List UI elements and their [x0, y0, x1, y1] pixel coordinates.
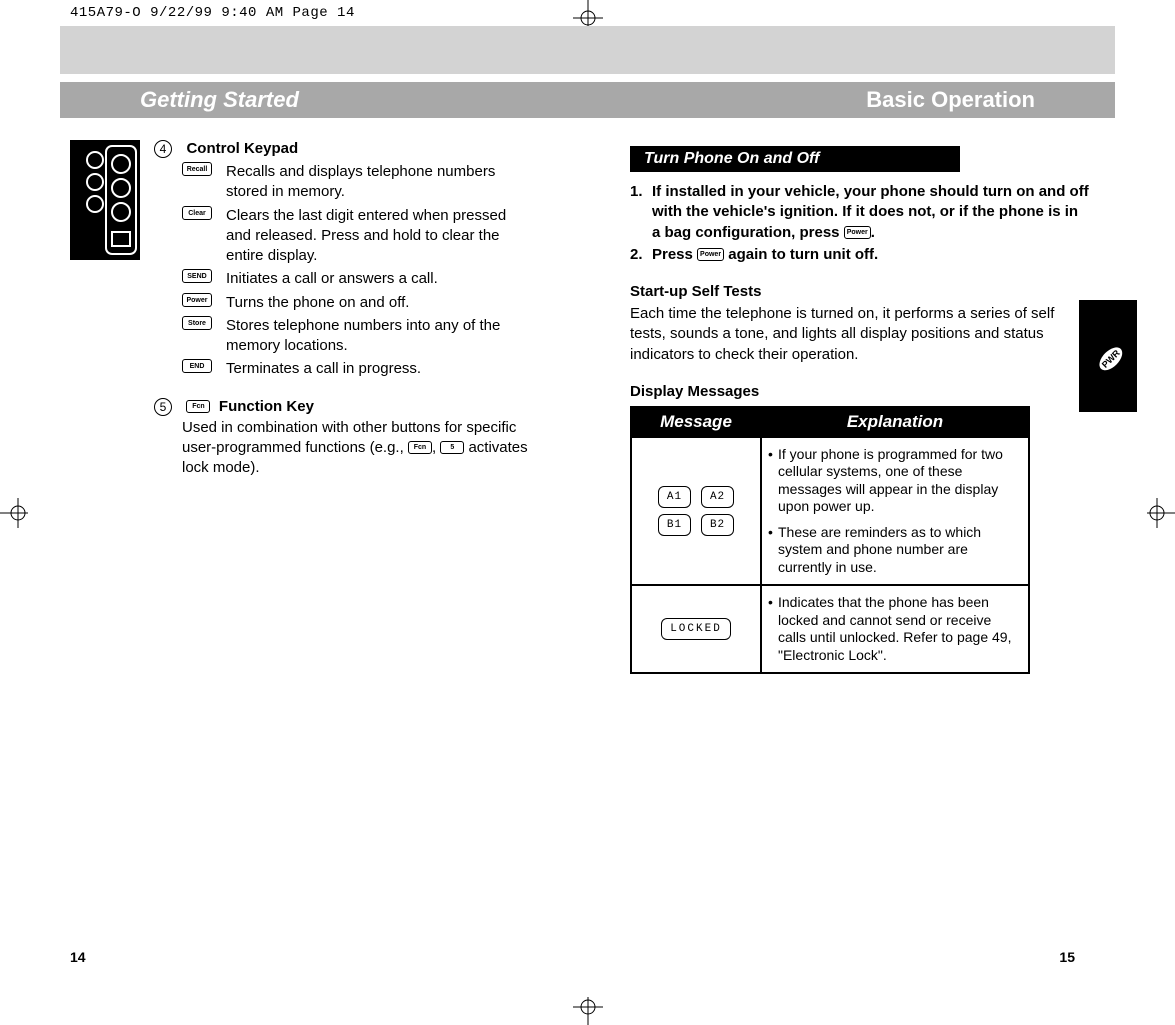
- section-4-number: 4: [154, 140, 172, 158]
- power-key-inline-1: Power: [844, 226, 871, 239]
- lcd-a1: A1: [658, 486, 691, 508]
- fcn-key-icon: Fcn: [186, 400, 210, 413]
- recall-key-icon: Recall: [182, 162, 212, 176]
- end-key-icon: END: [182, 359, 212, 373]
- exp-cell-systems: If your phone is programmed for two cell…: [761, 437, 1029, 586]
- left-page-number: 14: [70, 949, 86, 965]
- list-2-text-a: Press: [652, 246, 697, 263]
- power-key-icon: Power: [182, 293, 212, 307]
- lcd-b2: B2: [701, 514, 734, 536]
- section-5-body: Used in combination with other buttons f…: [182, 418, 535, 479]
- list-2-text-b: again to turn unit off.: [728, 246, 878, 263]
- send-key-icon: SEND: [182, 269, 212, 283]
- exp-cell-locked: Indicates that the phone has been locked…: [761, 585, 1029, 673]
- side-tab-pwr: PWR: [1079, 300, 1137, 412]
- display-messages-heading: Display Messages: [630, 383, 1095, 400]
- register-mark-bottom: [573, 997, 603, 1025]
- recall-key-desc: Recalls and displays telephone numbers s…: [226, 162, 535, 203]
- table-header-message: Message: [631, 407, 761, 437]
- right-page: Turn Phone On and Off 1. If installed in…: [590, 130, 1115, 965]
- list-item-1: 1. If installed in your vehicle, your ph…: [630, 182, 1090, 243]
- top-gray-banner: [60, 26, 1115, 74]
- keypad-illustration: [70, 140, 140, 260]
- left-header-title: Getting Started: [140, 87, 299, 113]
- end-key-desc: Terminates a call in progress.: [226, 359, 535, 379]
- section-5-number: 5: [154, 398, 172, 416]
- table-row: A1 A2 B1 B2 If your phone is programmed …: [631, 437, 1029, 586]
- exp-bullet: Indicates that the phone has been locked…: [768, 594, 1022, 664]
- register-mark-left: [0, 498, 28, 528]
- section-4: 4 Control Keypad Recall Recalls and disp…: [154, 140, 535, 380]
- lcd-b1: B1: [658, 514, 691, 536]
- page-spread: 4 Control Keypad Recall Recalls and disp…: [60, 130, 1115, 965]
- section-bar-turn-phone: Turn Phone On and Off: [630, 146, 960, 172]
- send-key-desc: Initiates a call or answers a call.: [226, 269, 535, 289]
- key-row-store: Store Stores telephone numbers into any …: [182, 316, 535, 357]
- list-1-text-b: .: [871, 224, 875, 241]
- key-row-clear: Clear Clears the last digit entered when…: [182, 206, 535, 267]
- right-page-number: 15: [1059, 949, 1075, 965]
- register-mark-right: [1147, 498, 1175, 528]
- list-num-2: 2.: [630, 245, 652, 265]
- power-key-desc: Turns the phone on and off.: [226, 293, 535, 313]
- fn-body-prefix: Used in combination with other buttons f…: [182, 419, 516, 456]
- section-5: 5 Fcn Function Key Used in combination w…: [154, 398, 535, 479]
- left-page: 4 Control Keypad Recall Recalls and disp…: [60, 130, 590, 965]
- startup-body: Each time the telephone is turned on, it…: [630, 304, 1090, 365]
- key-row-send: SEND Initiates a call or answers a call.: [182, 269, 535, 289]
- section-4-title: Control Keypad: [186, 140, 298, 157]
- power-key-inline-2: Power: [697, 248, 724, 261]
- crop-info: 415A79-O 9/22/99 9:40 AM Page 14: [70, 5, 355, 21]
- exp-bullet: These are reminders as to which system a…: [768, 524, 1022, 577]
- msg-cell-locked: LOCKED: [631, 585, 761, 673]
- five-inline-key-icon: 5: [440, 441, 464, 454]
- clear-key-desc: Clears the last digit entered when press…: [226, 206, 535, 267]
- register-mark-top: [573, 0, 603, 28]
- msg-cell-systems: A1 A2 B1 B2: [631, 437, 761, 586]
- pwr-tab-icon: PWR: [1083, 331, 1134, 382]
- header-band: Getting Started Basic Operation: [60, 82, 1115, 118]
- lcd-a2: A2: [701, 486, 734, 508]
- right-header-title: Basic Operation: [866, 87, 1035, 113]
- list-item-2: 2. Press Power again to turn unit off.: [630, 245, 1090, 265]
- fcn-inline-key-icon: Fcn: [408, 441, 432, 454]
- startup-heading: Start-up Self Tests: [630, 283, 1095, 300]
- lcd-locked: LOCKED: [661, 618, 731, 640]
- store-key-icon: Store: [182, 316, 212, 330]
- store-key-desc: Stores telephone numbers into any of the…: [226, 316, 535, 357]
- exp-bullet: If your phone is programmed for two cell…: [768, 446, 1022, 516]
- key-row-recall: Recall Recalls and displays telephone nu…: [182, 162, 535, 203]
- key-row-power: Power Turns the phone on and off.: [182, 293, 535, 313]
- list-num-1: 1.: [630, 182, 652, 243]
- display-messages-table: Message Explanation A1 A2 B1 B2 If y: [630, 406, 1030, 675]
- table-row: LOCKED Indicates that the phone has been…: [631, 585, 1029, 673]
- numbered-list: 1. If installed in your vehicle, your ph…: [630, 182, 1090, 265]
- key-row-end: END Terminates a call in progress.: [182, 359, 535, 379]
- clear-key-icon: Clear: [182, 206, 212, 220]
- fn-body-mid: ,: [432, 439, 440, 456]
- table-header-explanation: Explanation: [761, 407, 1029, 437]
- section-5-title: Function Key: [219, 398, 314, 415]
